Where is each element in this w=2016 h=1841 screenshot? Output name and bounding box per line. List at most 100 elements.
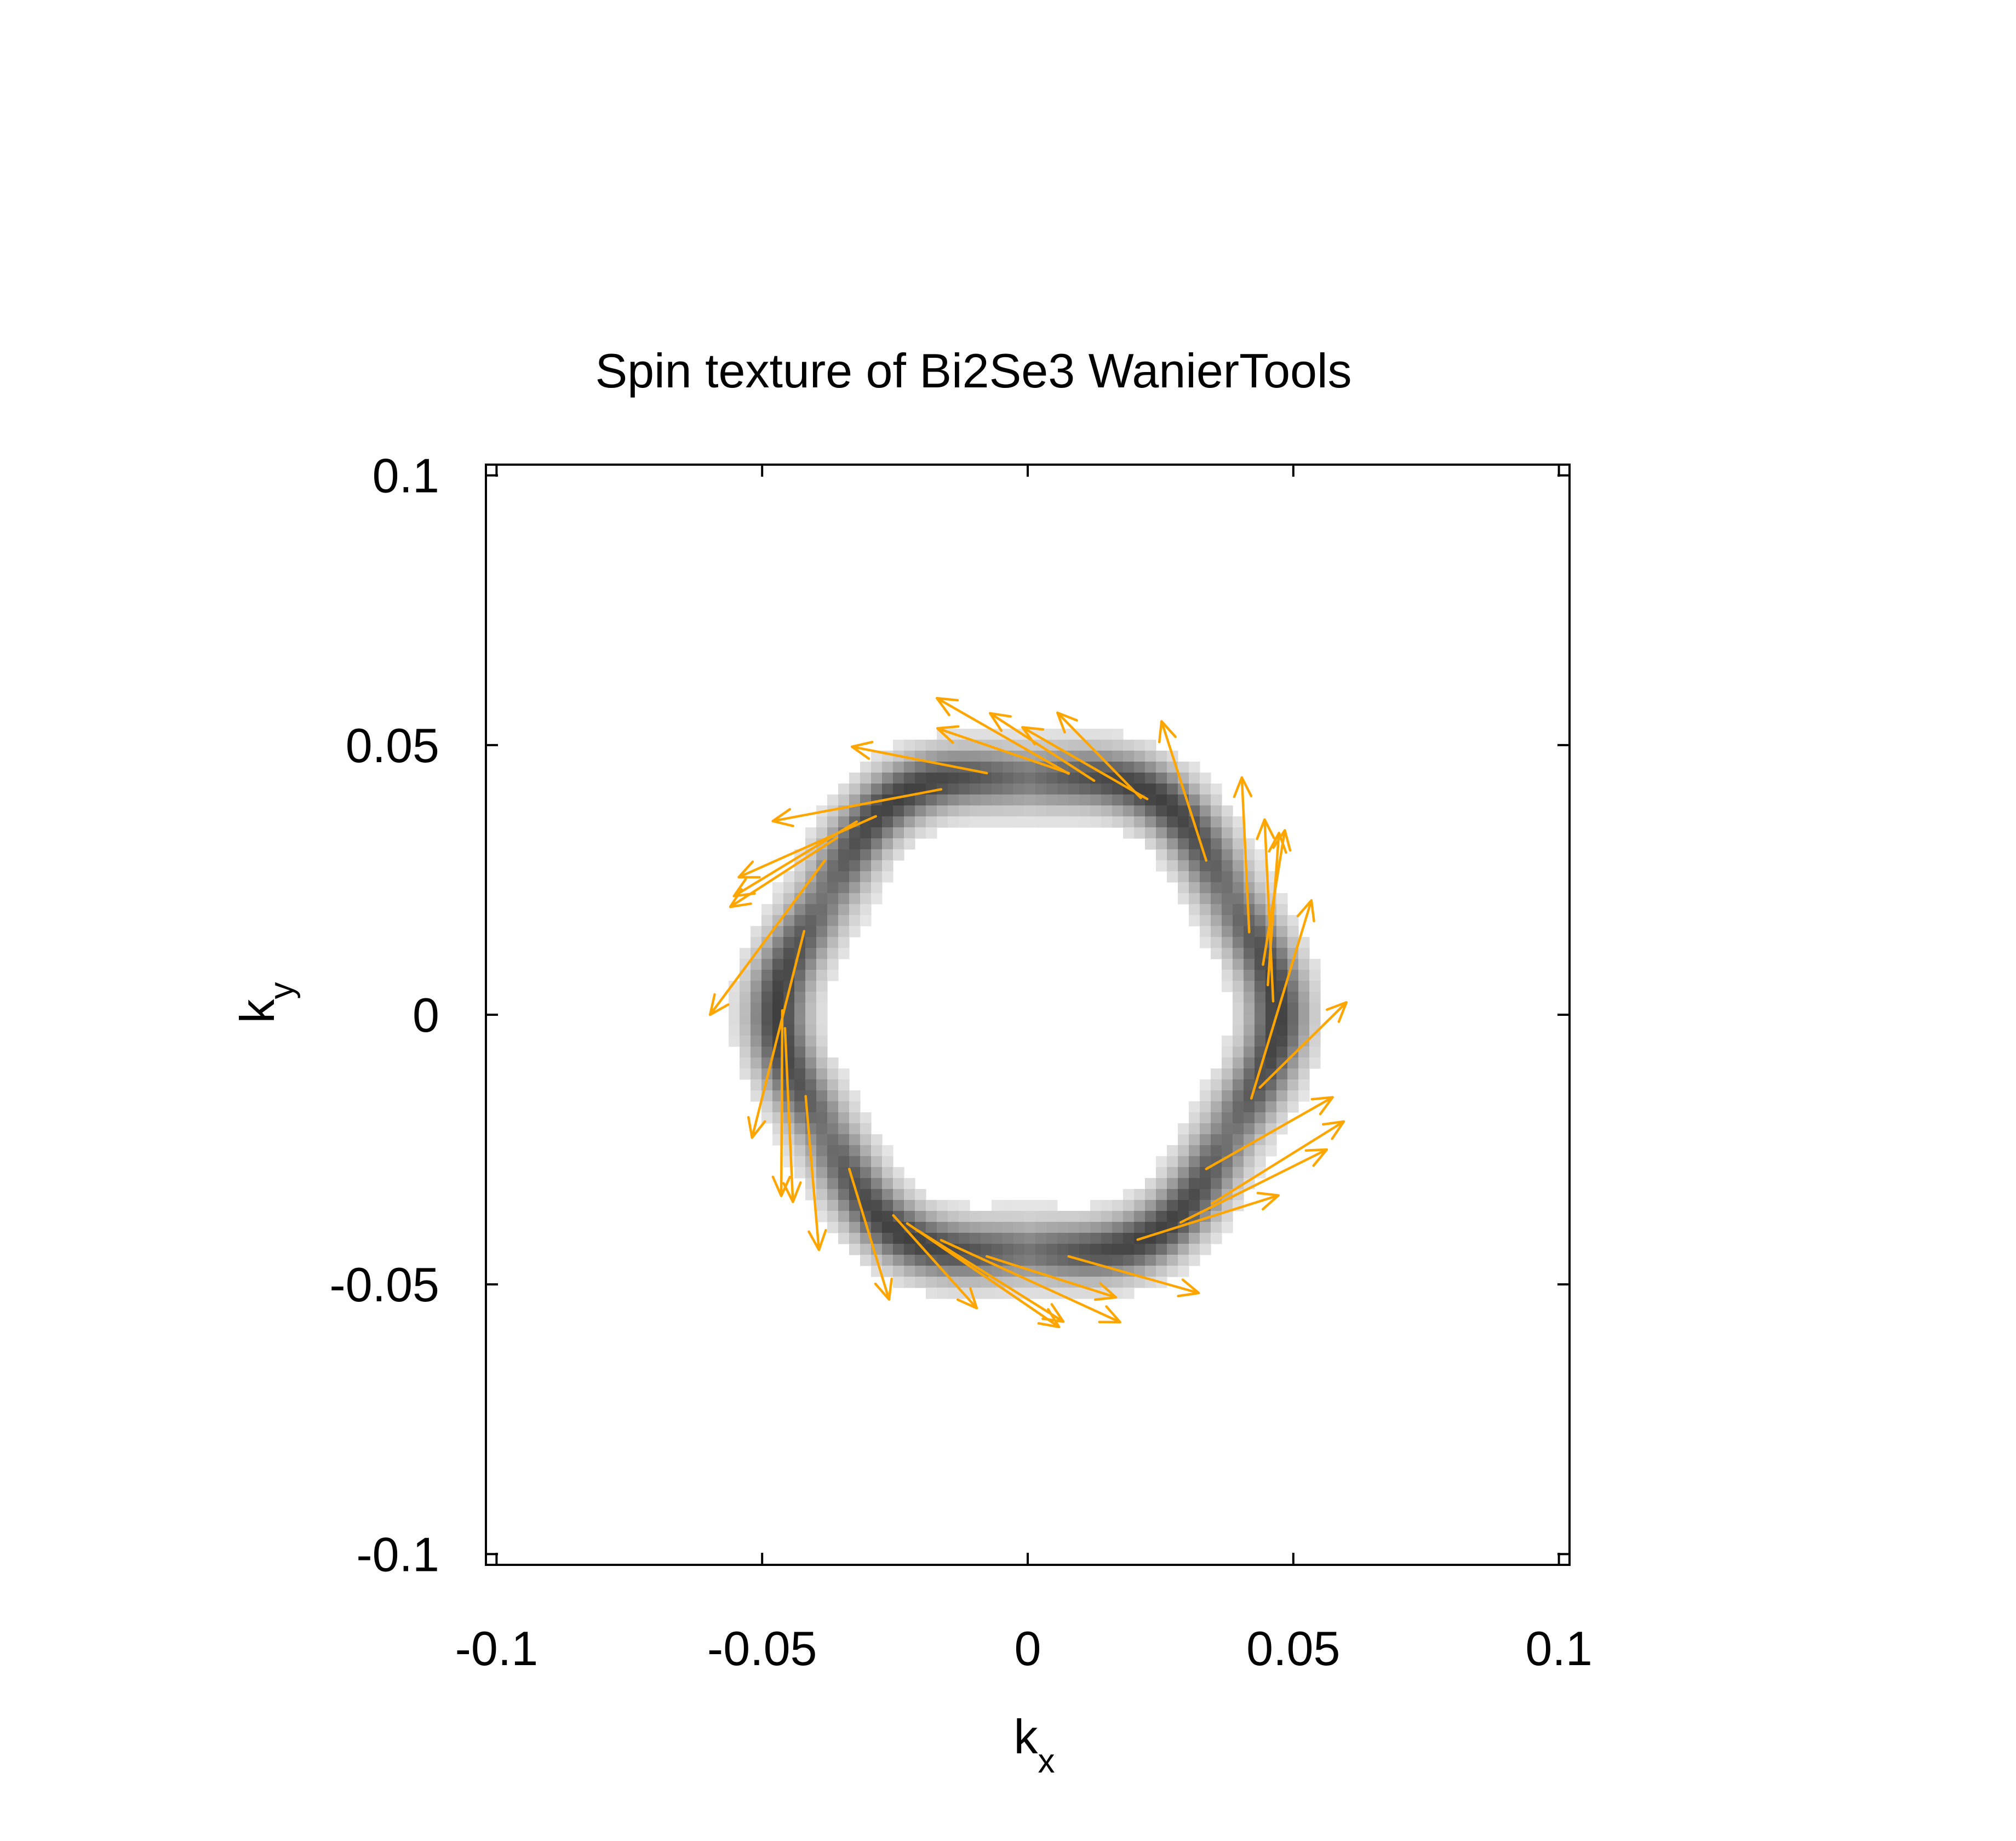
ring-cell xyxy=(860,1200,872,1211)
ring-cell xyxy=(1265,1057,1277,1069)
ring-cell xyxy=(805,1090,817,1102)
ring-cell xyxy=(1178,1233,1189,1244)
ring-cell xyxy=(948,1233,959,1244)
ring-cell xyxy=(1189,893,1200,905)
ring-cell xyxy=(1057,1222,1069,1233)
ring-cell xyxy=(1211,1167,1222,1179)
ring-cell xyxy=(1244,1068,1255,1080)
ring-cell xyxy=(1189,1156,1200,1168)
ring-cell xyxy=(992,1222,1003,1233)
ring-cell xyxy=(1079,805,1091,817)
ring-cell xyxy=(838,838,850,850)
ring-cell xyxy=(1287,992,1299,1003)
ring-cell xyxy=(871,827,883,839)
ring-cell xyxy=(1265,1003,1277,1014)
ring-cell xyxy=(805,1047,817,1058)
ring-cell xyxy=(1222,1112,1233,1124)
ring-cell xyxy=(1003,805,1014,817)
ring-cell xyxy=(860,1156,872,1168)
ring-cell xyxy=(1112,1200,1124,1211)
ring-cell xyxy=(816,816,828,828)
ring-cell xyxy=(1101,1233,1113,1244)
ring-cell xyxy=(794,970,806,981)
ring-cell xyxy=(1200,1156,1211,1168)
ring-cell xyxy=(893,838,904,850)
ring-cell xyxy=(1276,1090,1288,1102)
ring-cell xyxy=(1200,937,1211,948)
ring-cell xyxy=(1101,1255,1113,1266)
ring-cell xyxy=(1123,1222,1135,1233)
ring-cell xyxy=(1222,871,1233,883)
ring-cell xyxy=(1167,849,1178,861)
ring-cell xyxy=(1222,915,1233,927)
ring-cell xyxy=(783,937,795,948)
ring-cell xyxy=(1287,1068,1299,1080)
ring-cell xyxy=(1200,1101,1211,1113)
ring-cell xyxy=(1222,1222,1233,1233)
ring-cell xyxy=(805,1036,817,1047)
ring-cell xyxy=(1233,1057,1244,1069)
ring-cell xyxy=(1024,773,1036,784)
ring-cell xyxy=(926,794,937,806)
ring-cell xyxy=(1276,1036,1288,1047)
ring-cell xyxy=(1013,1255,1025,1266)
ring-cell xyxy=(849,794,861,806)
ring-cell xyxy=(1101,1222,1113,1233)
ring-cell xyxy=(1244,959,1255,970)
ring-cell xyxy=(871,1156,883,1168)
ring-cell xyxy=(794,1156,806,1168)
ring-cell xyxy=(860,1112,872,1124)
ring-cell xyxy=(794,1057,806,1069)
ring-cell xyxy=(1211,1189,1222,1200)
ring-cell xyxy=(1222,805,1233,817)
ring-cell xyxy=(1024,784,1036,795)
ring-cell xyxy=(751,1047,762,1058)
ring-cell xyxy=(1101,794,1113,806)
ring-cell xyxy=(849,1101,861,1113)
ring-cell xyxy=(860,882,872,894)
ring-cell xyxy=(1156,1167,1167,1179)
ring-cell xyxy=(893,849,904,861)
ring-cell xyxy=(1309,1003,1321,1014)
ring-cell xyxy=(1255,926,1266,937)
ring-cell xyxy=(1079,1244,1091,1255)
x-tick-label: 0.05 xyxy=(1246,1621,1340,1676)
ring-cell xyxy=(1200,816,1211,828)
ring-cell xyxy=(904,1244,915,1255)
ring-cell xyxy=(1024,794,1036,806)
ring-cell xyxy=(1287,937,1299,948)
ring-cell xyxy=(1145,1189,1156,1200)
ring-cell xyxy=(1189,1233,1200,1244)
ring-cell xyxy=(838,926,850,937)
ring-cell xyxy=(860,1255,872,1266)
spin-arrows xyxy=(708,696,1348,1329)
ring-cell xyxy=(751,1036,762,1047)
ring-cell xyxy=(1233,1003,1244,1014)
ring-cell xyxy=(794,1090,806,1102)
ring-cell xyxy=(871,871,883,883)
ring-cell xyxy=(1145,827,1156,839)
ring-cell xyxy=(794,1134,806,1146)
ring-cell xyxy=(904,1178,915,1190)
ring-cell xyxy=(1276,1014,1288,1025)
ring-cell xyxy=(926,827,937,839)
ring-cell xyxy=(1211,937,1222,948)
ring-cell xyxy=(816,1211,828,1222)
ring-cell xyxy=(981,1244,992,1255)
ring-cell xyxy=(794,1101,806,1113)
ring-cell xyxy=(794,992,806,1003)
ring-cell xyxy=(1276,1057,1288,1069)
ring-cell xyxy=(926,773,937,784)
ring-cell xyxy=(1255,1047,1266,1058)
ring-cell xyxy=(970,816,981,828)
ring-cell xyxy=(805,948,817,959)
ring-cell xyxy=(1222,1068,1233,1080)
ring-cell xyxy=(827,871,839,883)
ring-cell xyxy=(827,1189,839,1200)
ring-cell xyxy=(1156,838,1167,850)
ring-cell xyxy=(904,816,915,828)
ring-cell xyxy=(948,816,959,828)
ring-cell xyxy=(827,926,839,937)
ring-cell xyxy=(838,784,850,795)
ring-cell xyxy=(1244,1025,1255,1036)
